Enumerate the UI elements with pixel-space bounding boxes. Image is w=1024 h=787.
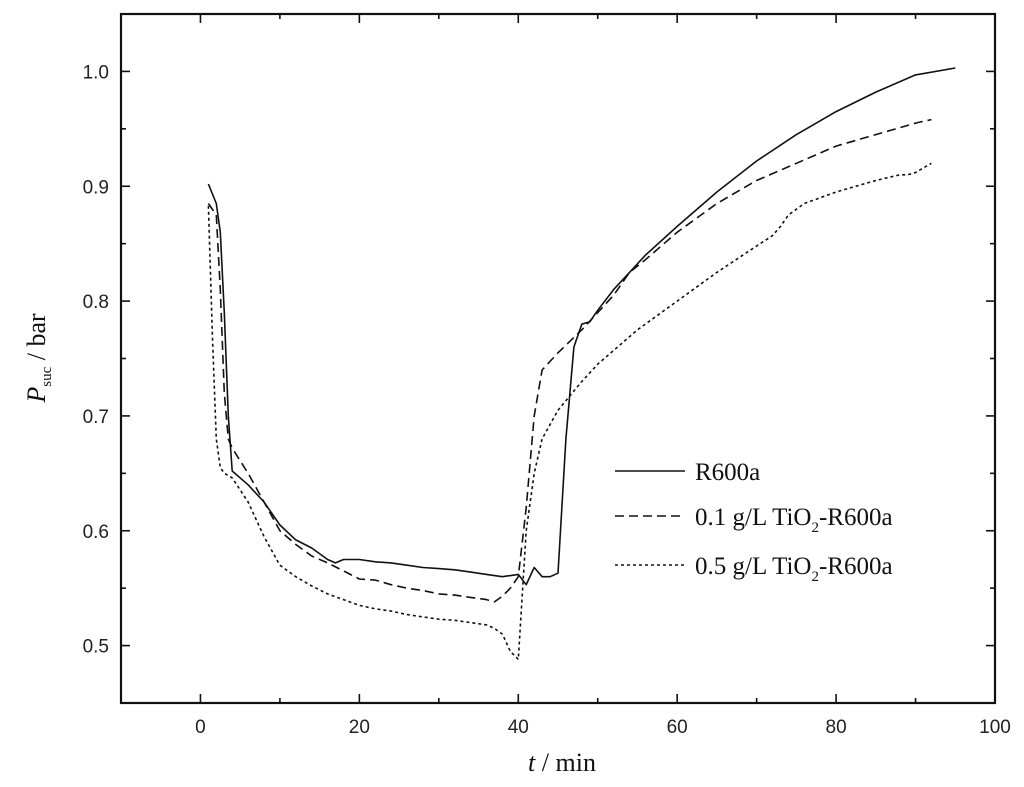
x-tick-label: 80	[826, 717, 847, 738]
y-axis-label: Psuc / bar	[22, 313, 55, 404]
series-line-0	[207, 67, 956, 586]
legend: R600a 0.1 g/L TiO2-R600a 0.5 g/L TiO2-R6…	[615, 459, 893, 585]
x-tick-label: 20	[349, 717, 370, 738]
legend-label-r600a: R600a	[695, 459, 760, 486]
plot-frame	[119, 12, 997, 705]
x-axis-label: t / min	[528, 748, 596, 777]
legend-label-0-5: 0.5 g/L TiO2-R600a	[695, 553, 893, 585]
x-tick-label: 100	[979, 717, 1011, 738]
axis-ticks	[120, 13, 996, 704]
y-tick-label: 1.0	[83, 62, 109, 83]
y-tick-label: 0.7	[83, 407, 109, 428]
series-layer	[207, 67, 956, 661]
y-tick-label: 0.6	[83, 522, 109, 543]
legend-label-0-1: 0.1 g/L TiO2-R600a	[695, 504, 893, 536]
y-tick-label: 0.9	[83, 177, 109, 198]
y-tick-label: 0.5	[83, 637, 109, 658]
x-tick-label: 60	[667, 717, 688, 738]
series-line-2	[207, 162, 932, 661]
tick-labels: 0 20 40 60 80 100 0.5 0.6 0.7 0.8 0.9 1.0	[83, 62, 1011, 738]
series-line-1	[207, 118, 932, 603]
y-tick-label: 0.8	[83, 292, 109, 313]
x-tick-label: 40	[508, 717, 529, 738]
x-tick-label: 0	[195, 717, 206, 738]
